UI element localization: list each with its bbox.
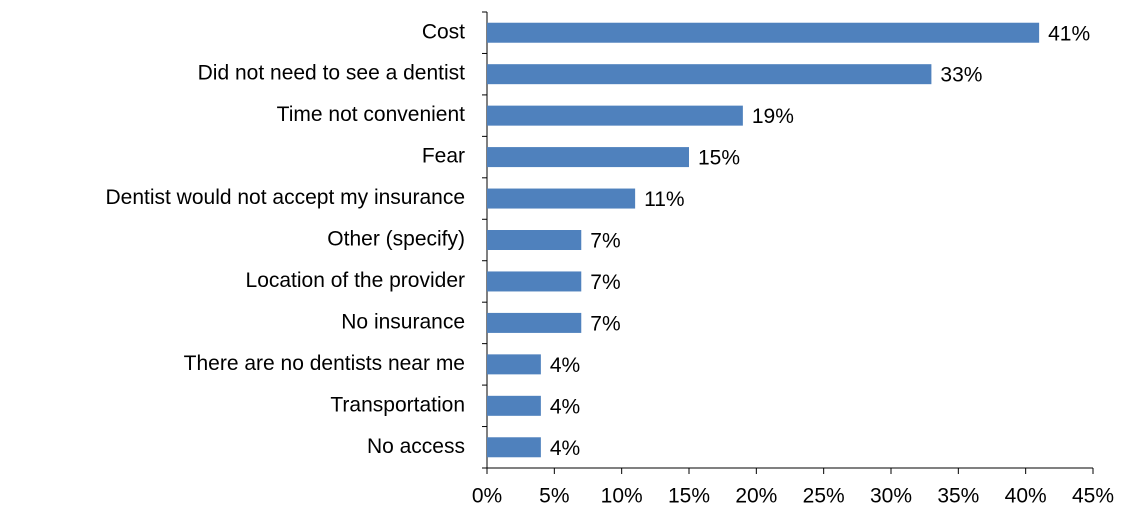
value-label: 7% <box>590 312 620 335</box>
value-label: 4% <box>550 395 580 418</box>
value-label: 33% <box>940 64 982 87</box>
value-label: 11% <box>644 188 684 211</box>
y-tick-label: Transportation <box>330 393 465 416</box>
bar <box>487 147 689 168</box>
x-tick-label: 15% <box>668 485 710 508</box>
x-tick-label: 45% <box>1072 485 1114 508</box>
x-tick-label: 25% <box>803 485 845 508</box>
y-tick-label: There are no dentists near me <box>184 352 465 375</box>
x-tick-label: 10% <box>601 485 643 508</box>
bar <box>487 354 541 375</box>
bar <box>487 271 582 292</box>
x-tick-label: 0% <box>472 485 502 508</box>
x-tick-label: 30% <box>870 485 912 508</box>
value-label: 15% <box>698 147 740 170</box>
y-tick-label: Did not need to see a dentist <box>198 62 466 85</box>
value-label: 41% <box>1048 22 1090 45</box>
value-label: 19% <box>752 105 794 128</box>
x-tick-label: 5% <box>539 485 569 508</box>
bar <box>487 188 636 209</box>
bar <box>487 230 582 250</box>
value-label: 4% <box>550 437 580 460</box>
value-label: 7% <box>590 271 620 294</box>
value-label: 4% <box>550 354 580 377</box>
x-tick-label: 20% <box>735 485 777 508</box>
y-tick-label: Location of the provider <box>246 269 465 292</box>
bar <box>487 395 541 416</box>
x-tick-label: 40% <box>1005 485 1047 508</box>
y-tick-label: Other (specify) <box>327 228 465 251</box>
value-label: 7% <box>590 230 620 253</box>
bar <box>487 64 932 85</box>
y-tick-label: No access <box>367 435 465 458</box>
bar <box>487 312 582 333</box>
bar <box>487 105 743 126</box>
y-tick-label: Dentist would not accept my insurance <box>105 186 465 209</box>
bar <box>487 437 541 458</box>
y-tick-label: Cost <box>422 20 465 43</box>
y-tick-label: No insurance <box>341 310 465 333</box>
bar <box>487 22 1040 43</box>
y-tick-label: Fear <box>422 145 465 168</box>
x-tick-label: 35% <box>937 485 979 508</box>
y-tick-label: Time not convenient <box>277 103 465 126</box>
